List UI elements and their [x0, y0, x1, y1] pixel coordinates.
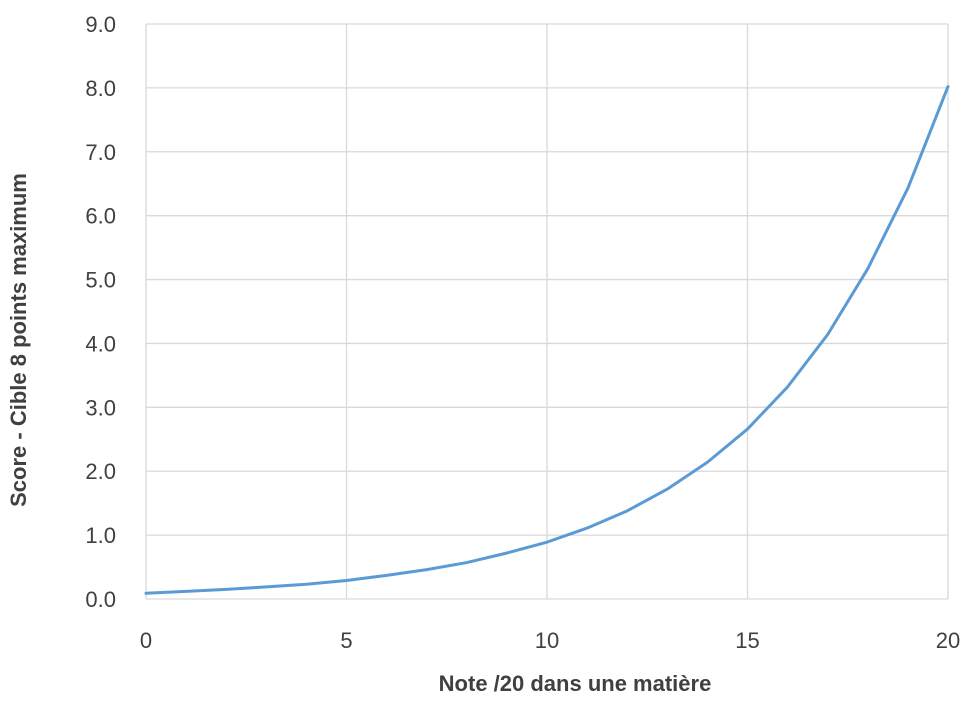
- x-tick-label: 0: [140, 628, 152, 653]
- y-axis-ticks: 0.0 1.0 2.0 3.0 4.0 5.0 6.0 7.0 8.0 9.0: [85, 12, 116, 612]
- y-tick-label: 7.0: [85, 140, 116, 165]
- x-tick-label: 10: [535, 628, 559, 653]
- y-tick-label: 8.0: [85, 76, 116, 101]
- x-tick-label: 5: [340, 628, 352, 653]
- y-tick-label: 5.0: [85, 268, 116, 293]
- y-tick-label: 4.0: [85, 331, 116, 356]
- x-axis-title: Note /20 dans une matière: [439, 671, 712, 696]
- y-tick-label: 6.0: [85, 204, 116, 229]
- series-line: [144, 85, 950, 595]
- y-tick-label: 2.0: [85, 459, 116, 484]
- y-tick-label: 3.0: [85, 395, 116, 420]
- y-tick-label: 1.0: [85, 523, 116, 548]
- y-axis-title: Score - Cible 8 points maximum: [6, 173, 31, 507]
- y-tick-label: 0.0: [85, 587, 116, 612]
- x-tick-label: 20: [936, 628, 960, 653]
- x-axis-ticks: 0 5 10 15 20: [140, 628, 960, 653]
- series-layer: [144, 85, 950, 595]
- gridlines: [145, 23, 949, 600]
- y-tick-label: 9.0: [85, 12, 116, 37]
- x-tick-label: 15: [735, 628, 759, 653]
